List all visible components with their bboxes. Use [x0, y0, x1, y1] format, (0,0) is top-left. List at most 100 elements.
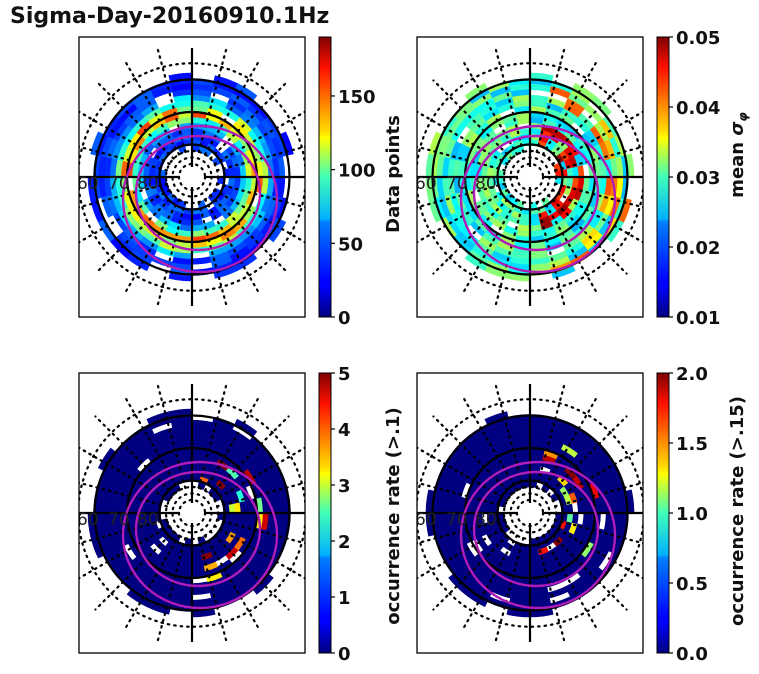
dotted-meridian [541, 198, 600, 297]
dotted-meridian [94, 530, 175, 611]
auroral-oval-poleward [472, 134, 600, 252]
phi-subscript: φ [736, 112, 750, 122]
dotted-meridian [493, 537, 525, 646]
dotted-meridian [209, 79, 290, 160]
dotted-meridian [535, 380, 567, 489]
dotted-meridian [432, 194, 513, 275]
colorbar-tick-label: 0.01 [676, 308, 720, 329]
panel-frame [416, 36, 644, 318]
dotted-meridian [541, 534, 600, 633]
panel-frame [416, 372, 644, 654]
latitude-label-80: 80 [137, 510, 159, 530]
colorbar-tick-label: 0.04 [676, 98, 720, 119]
dotted-meridian [79, 188, 171, 244]
auroral-oval-equatorward [121, 460, 279, 610]
polar-panel-top-right: 60 70 80 0.01 0.02 0.03 0.04 0.05 mean σφ [415, 28, 750, 329]
latitude-label-60: 60 [415, 174, 437, 194]
auroral-oval-poleward [472, 470, 600, 588]
dotted-meridian [197, 380, 229, 489]
dotted-meridian [79, 145, 168, 172]
data-bin [582, 512, 590, 527]
latitude-label-70: 70 [108, 174, 130, 194]
latitude-label-60: 60 [77, 510, 99, 530]
figure-title: Sigma-Day-20160910.1Hz [10, 4, 330, 29]
meridian-axes [79, 48, 305, 306]
dotted-meridian [460, 198, 519, 297]
dotted-meridian [460, 534, 519, 633]
dotted-meridian [122, 198, 181, 297]
colorbar-gradient [318, 36, 332, 318]
dotted-meridian [432, 79, 513, 160]
colorbar-gradient [656, 36, 670, 318]
auroral-oval-equatorward [459, 460, 617, 610]
data-bin [516, 117, 531, 125]
colorbar-gradient [318, 372, 332, 654]
auroral-oval-boundaries [459, 124, 617, 274]
dotted-meridian [551, 524, 643, 580]
dotted-meridian [417, 188, 509, 244]
dotted-meridian [460, 57, 519, 156]
dotted-meridian [122, 57, 181, 156]
colorbar-tick-label: 2 [338, 532, 351, 553]
auroral-oval-boundaries [121, 460, 279, 610]
polar-panel-bottom-left: 60 70 80 0 1 2 3 4 5 occurrence rate (>.1) [77, 364, 404, 665]
dotted-meridian [493, 201, 525, 310]
colorbar-tick-label: 1.5 [676, 434, 708, 455]
meridian-axes [417, 48, 643, 306]
dotted-meridian [209, 530, 290, 611]
colorbar-label: occurrence rate (>.15) [727, 396, 748, 626]
dotted-meridian [94, 194, 175, 275]
dotted-meridian [493, 44, 525, 153]
data-bin [576, 500, 585, 514]
auroral-oval-boundaries [459, 460, 617, 610]
panel-frame [78, 372, 306, 654]
dotted-meridian [432, 415, 513, 496]
dotted-meridian [79, 518, 168, 545]
colorbar: 0.0 0.5 1.0 1.5 2.0 occurrence rate (>.15) [656, 364, 748, 665]
dotted-meridian [554, 145, 643, 172]
auroral-oval-equatorward [121, 124, 279, 274]
auroral-oval-poleward [134, 134, 262, 252]
colorbar: 0 50 100 150 Data points [318, 36, 404, 329]
colorbar-tick-label: 50 [338, 234, 363, 255]
dotted-meridian [417, 481, 506, 508]
colorbar-tick-label: 4 [338, 420, 351, 441]
dotted-meridian [417, 145, 506, 172]
dotted-meridian [79, 182, 168, 209]
dotted-meridian [216, 518, 305, 545]
meridian-axes [79, 384, 305, 642]
dotted-meridian [216, 145, 305, 172]
data-bins [87, 408, 291, 618]
colorbar-tick-label: 3 [338, 476, 351, 497]
dotted-meridian [155, 537, 187, 646]
dotted-meridian [547, 79, 628, 160]
auroral-oval-equatorward [459, 124, 617, 274]
dotted-meridian [535, 201, 567, 310]
dotted-meridian [535, 537, 567, 646]
colorbar-label: occurrence rate (>.1) [383, 407, 404, 624]
dotted-latitude-circle [515, 498, 545, 528]
plot-area: 60 70 80 [79, 44, 305, 310]
colorbar-tick-label: 2.0 [676, 364, 708, 385]
dotted-meridian [122, 393, 181, 492]
latitude-label-70: 70 [108, 510, 130, 530]
colorbar-label: mean σφ [727, 112, 750, 198]
dotted-meridian [535, 44, 567, 153]
dotted-meridian [547, 530, 628, 611]
dotted-meridian [551, 446, 643, 502]
dotted-meridian [213, 188, 305, 244]
colorbar-tick-label: 0.5 [676, 574, 708, 595]
dotted-meridian [216, 182, 305, 209]
latitude-label-70: 70 [446, 174, 468, 194]
dotted-meridian [209, 194, 290, 275]
dotted-meridian [155, 201, 187, 310]
colorbar-tick-label: 0 [338, 308, 351, 329]
dotted-meridian [203, 534, 262, 633]
colorbar-tick-label: 0.05 [676, 28, 720, 49]
dotted-meridian [551, 188, 643, 244]
latitude-label-80: 80 [137, 174, 159, 194]
auroral-oval-boundaries [121, 124, 279, 274]
panel-frame [78, 36, 306, 318]
colorbar-tick-label: 1 [338, 588, 351, 609]
polar-panel-top-left: 60 70 80 0 50 100 150 Data points [78, 36, 404, 329]
